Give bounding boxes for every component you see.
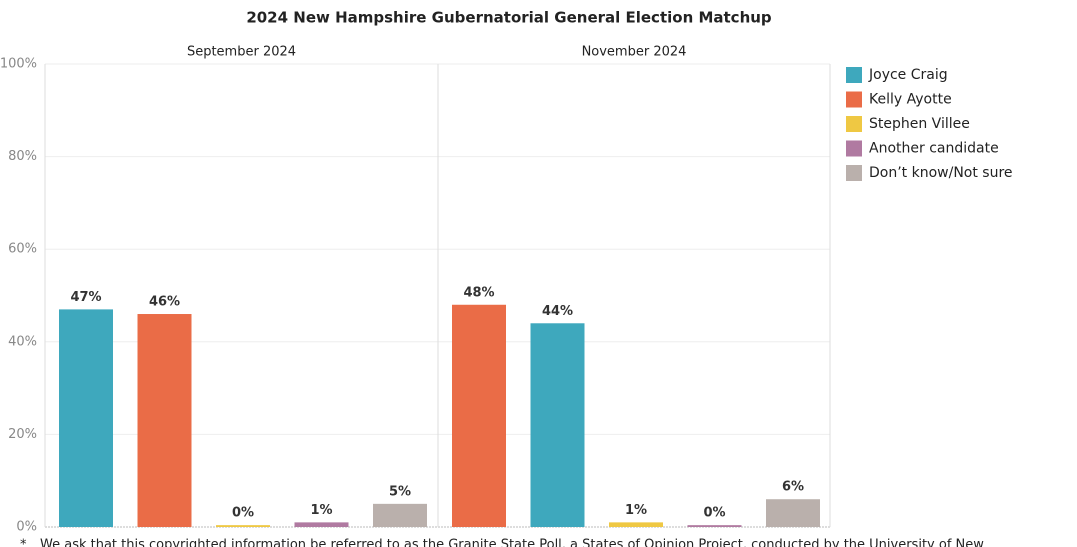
footnote-marker: * [20, 538, 27, 547]
legend-label: Stephen Villee [869, 116, 970, 132]
bar [137, 314, 192, 527]
value-label: 1% [310, 503, 332, 518]
legend-swatch [846, 91, 862, 108]
y-tick-label: 100% [0, 57, 37, 72]
legend-label: Joyce Craig [868, 67, 948, 83]
y-tick-label: 40% [8, 334, 37, 349]
legend-label: Don’t know/Not sure [869, 165, 1013, 181]
panel-subtitle: September 2024 [187, 45, 296, 60]
bar [373, 503, 427, 527]
bar [216, 525, 270, 527]
value-label: 46% [149, 295, 180, 310]
bar [530, 323, 585, 527]
value-label: 44% [542, 304, 573, 319]
y-tick-label: 80% [8, 149, 37, 164]
value-label: 0% [703, 506, 725, 521]
bar [687, 525, 742, 527]
legend-swatch [846, 67, 862, 83]
value-label: 0% [232, 506, 254, 521]
legend-label: Kelly Ayotte [869, 92, 952, 108]
legend-label: Another candidate [869, 141, 999, 157]
y-tick-label: 0% [16, 520, 37, 535]
value-label: 5% [389, 484, 411, 499]
legend-swatch [846, 116, 862, 132]
y-tick-label: 60% [8, 242, 37, 257]
bar [766, 499, 820, 527]
y-tick-label: 20% [8, 427, 37, 442]
panel-subtitle: November 2024 [582, 45, 687, 60]
value-label: 6% [782, 480, 804, 495]
legend-swatch [846, 165, 862, 181]
chart-title: 2024 New Hampshire Gubernatorial General… [246, 9, 772, 27]
value-label: 48% [463, 285, 494, 300]
bar [609, 522, 663, 527]
bar [452, 304, 506, 527]
footnote: We ask that this copyrighted information… [40, 538, 984, 547]
legend-swatch [846, 140, 862, 157]
value-label: 1% [625, 503, 647, 518]
value-label: 47% [70, 290, 101, 305]
bar [59, 309, 113, 527]
bar [294, 522, 349, 527]
